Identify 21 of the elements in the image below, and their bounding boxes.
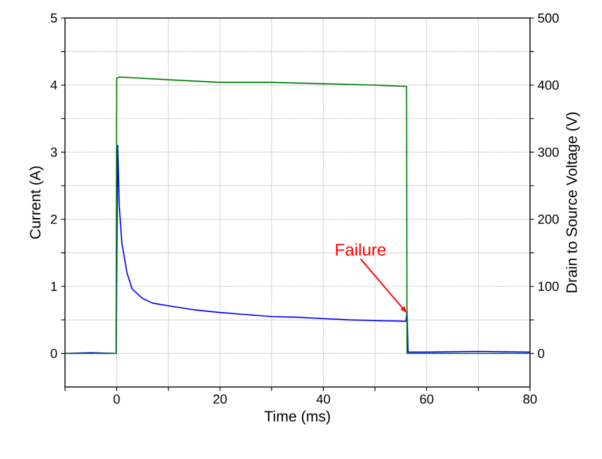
y-tick-label: 1 [51, 282, 57, 291]
y-tick-label: 3 [50, 148, 57, 157]
y2-tick-label: 500 [538, 13, 559, 23]
annotation: Failure [336, 243, 386, 256]
y-tick-label: 0 [50, 348, 57, 358]
y2-axis-title: Drain to Source Voltage (V) [566, 112, 580, 292]
x-tick-label: 40 [316, 394, 330, 404]
y2-tick-label: 400 [538, 80, 559, 90]
y2-tick-label: 300 [538, 148, 559, 157]
y2-tick-label: 100 [538, 282, 559, 291]
y-tick-label: 5 [50, 13, 57, 23]
y2-tick-label: 200 [538, 214, 559, 224]
x-axis-title: Time (ms) [264, 410, 330, 424]
x-tick-label: 60 [420, 394, 434, 404]
x-tick-label: 20 [213, 394, 227, 404]
y-tick-label: 2 [50, 214, 57, 224]
x-tick-label: 0 [114, 394, 120, 404]
y2-tick-label: 0 [538, 348, 544, 358]
y-tick-label: 4 [50, 80, 58, 90]
y-axis-title: Current (A) [30, 166, 44, 239]
x-tick-label: 80 [523, 394, 537, 404]
